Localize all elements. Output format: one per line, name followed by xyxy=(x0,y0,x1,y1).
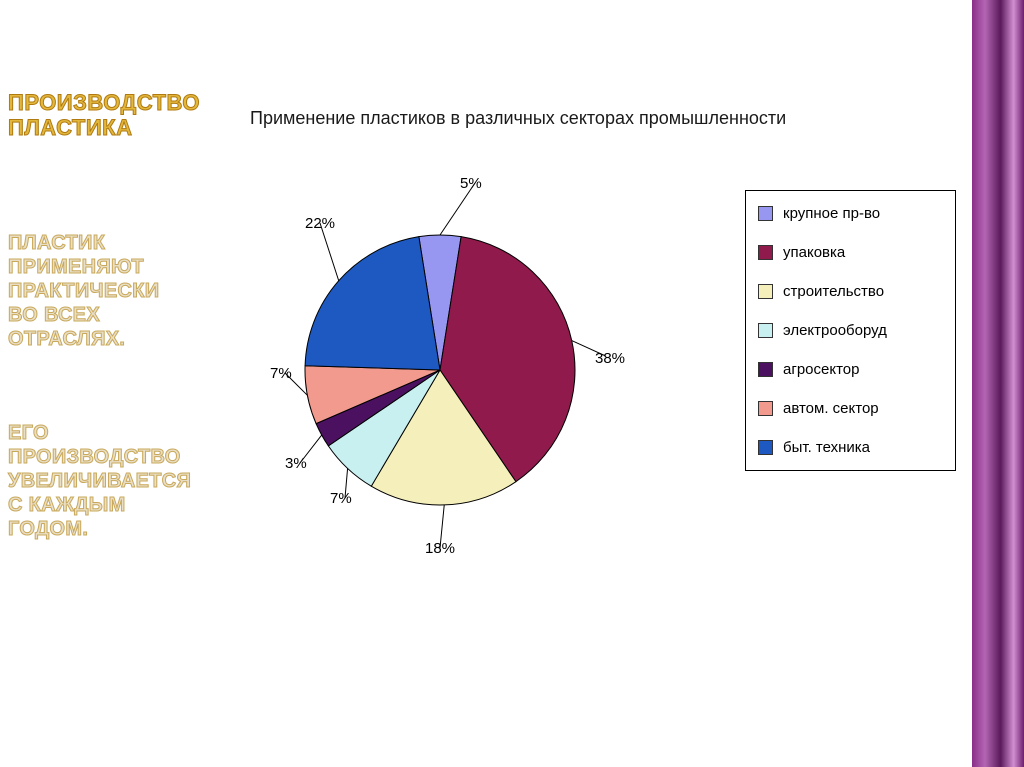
legend-label: быт. техника xyxy=(783,439,870,456)
pie-percent-label: 38% xyxy=(595,350,625,367)
legend-row: быт. техника xyxy=(758,439,943,456)
pie-slice xyxy=(305,237,440,370)
pie-percent-label: 22% xyxy=(305,215,335,232)
legend-row: автом. сектор xyxy=(758,400,943,417)
pie-svg xyxy=(275,175,605,555)
legend-row: крупное пр-во xyxy=(758,205,943,222)
pie-chart: 5%38%18%7%3%7%22% xyxy=(275,175,605,555)
legend-label: строительство xyxy=(783,283,884,300)
legend-swatch xyxy=(758,440,773,455)
legend-swatch xyxy=(758,284,773,299)
legend-label: агросектор xyxy=(783,361,859,378)
legend-swatch xyxy=(758,206,773,221)
decorative-side-stripe xyxy=(972,0,1024,767)
slide-paragraph-1: ПЛАСТИК ПРИМЕНЯЮТ ПРАКТИЧЕСКИ ВО ВСЕХ ОТ… xyxy=(8,231,188,351)
slide-paragraph-2: ЕГО ПРОИЗВОДСТВО УВЕЛИЧИВАЕТСЯ С КАЖДЫМ … xyxy=(8,421,188,541)
pie-percent-label: 7% xyxy=(270,365,292,382)
legend-row: агросектор xyxy=(758,361,943,378)
legend-swatch xyxy=(758,323,773,338)
slide-heading: ПРОИЗВОДСТВО ПЛАСТИКА xyxy=(8,90,188,141)
legend-row: строительство xyxy=(758,283,943,300)
pie-percent-label: 7% xyxy=(330,490,352,507)
left-text-column: ПРОИЗВОДСТВО ПЛАСТИКА ПЛАСТИК ПРИМЕНЯЮТ … xyxy=(8,90,188,611)
chart-title: Применение пластиков в различных сектора… xyxy=(250,108,786,129)
legend-label: упаковка xyxy=(783,244,845,261)
legend-row: электрооборуд xyxy=(758,322,943,339)
legend-swatch xyxy=(758,245,773,260)
legend-label: электрооборуд xyxy=(783,322,887,339)
legend-label: автом. сектор xyxy=(783,400,879,417)
pie-percent-label: 18% xyxy=(425,540,455,557)
legend-label: крупное пр-во xyxy=(783,205,880,222)
legend-swatch xyxy=(758,362,773,377)
pie-percent-label: 5% xyxy=(460,175,482,192)
legend-row: упаковка xyxy=(758,244,943,261)
chart-legend: крупное пр-во упаковка строительство электр… xyxy=(745,190,956,471)
legend-swatch xyxy=(758,401,773,416)
pie-percent-label: 3% xyxy=(285,455,307,472)
